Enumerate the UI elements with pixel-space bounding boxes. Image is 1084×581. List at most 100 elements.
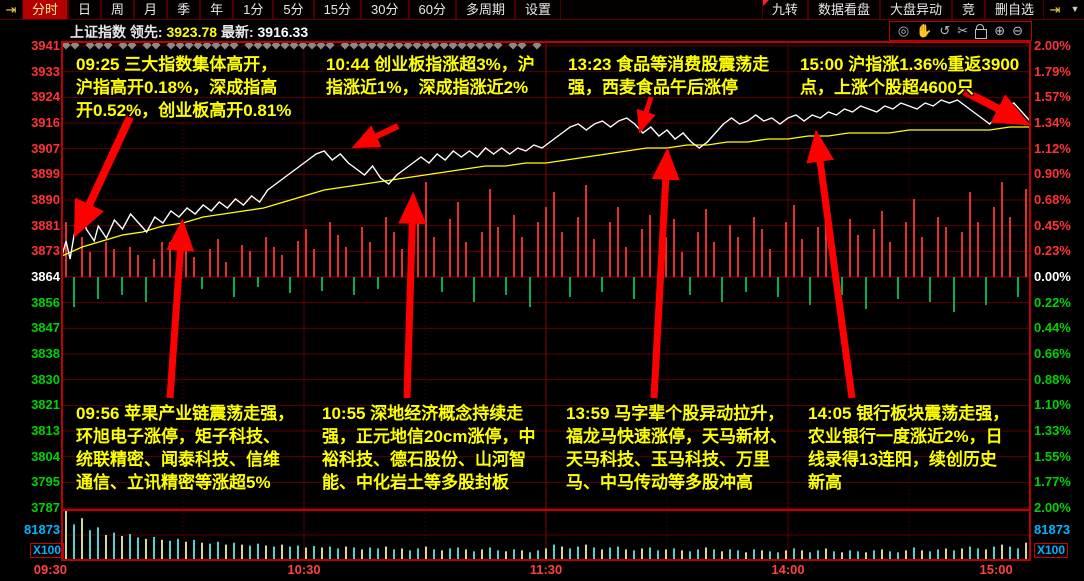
price-tick-label: 3941 [31,38,60,53]
percent-tick-label: 2.00% [1034,500,1071,515]
price-tick-label: 3899 [31,166,60,182]
period-tab-9[interactable]: 30分 [361,0,409,19]
period-tab-4[interactable]: 季 [167,0,201,19]
percent-tick-label: 1.79% [1034,63,1071,79]
annotation-line: 统联精密、闻泰科技、信维 [76,450,280,469]
period-tab-10[interactable]: 60分 [408,0,456,19]
zoom-in-icon[interactable]: ⊕ [994,23,1006,38]
quote-bar: 上证指数 领先: 3923.78 最新: 3916.33 ◎ ✋ ↺ ✂ ⊕ ⊖ [0,20,1084,42]
period-tab-12[interactable]: 设置 [514,0,561,19]
event-annotation: 14:05 银行板块震荡走强， 农业银行一度涨近2%，日 线录得13连阳，续创历史新… [808,402,1009,494]
period-tab-6[interactable]: 1分 [233,0,274,19]
event-annotation: 10:44 创业板指涨超3%，沪 指涨近1%，深成指涨近2% [326,53,535,99]
volume-axis-max-left: 81873 [24,522,61,537]
period-tab-0[interactable]: 分时 [22,0,69,19]
dropdown-arrow-icon[interactable]: ▼ [1070,4,1080,14]
annotation-arrows [73,85,1031,399]
zoom-out-icon[interactable]: ⊖ [1012,23,1023,38]
annotation-line: 强，西麦食品午后涨停 [568,78,738,97]
price-tick-label: 3873 [31,243,60,259]
event-annotation: 09:56 苹果产业链震荡走强， 环旭电子涨停，矩子科技、 统联精密、闻泰科技、信维… [76,402,294,494]
percent-tick-label: 1.57% [1034,89,1071,105]
volume-axis-max-right: 81873 [1034,522,1071,537]
feature-tab-3[interactable]: 竞 [951,0,985,19]
annotation-line: 13:23 食品等消费股震荡走 [568,55,770,74]
lock-icon[interactable] [975,23,988,39]
price-tick-label: 3856 [31,294,60,310]
price-tick-label: 3907 [31,140,60,156]
percent-tick-label: 1.55% [1034,448,1071,464]
annotation-line: 环旭电子涨停，矩子科技、 [76,427,280,446]
annotation-line: 14:05 银行板块震荡走强， [808,404,1010,423]
annotation-line: 强，正元地信20cm涨停，中 [322,427,536,446]
period-tab-7[interactable]: 5分 [273,0,314,19]
feature-tabs: 九转 数据看盘 大盘异动竞删自选 [761,0,1044,19]
annotation-line: 09:56 苹果产业链震荡走强， [76,404,295,423]
percent-tick-label: 2.00% [1034,38,1071,53]
price-tick-label: 3787 [31,500,60,515]
period-tab-1[interactable]: 日 [68,0,102,19]
annotation-line: 09:25 三大指数集体高开， [76,55,278,74]
period-tab-5[interactable]: 年 [200,0,234,19]
price-tick-label: 3821 [31,397,60,413]
annotation-line: 通信、立讯精密等涨超5% [76,473,271,492]
event-annotation: 09:25 三大指数集体高开， 沪指高开0.18%，深成指高 开0.52%，创业板高… [76,53,291,122]
percent-tick-label: 0.22% [1034,294,1071,310]
undo-icon[interactable]: ↺ [939,23,951,38]
time-tick-label: 09:30 [33,562,67,577]
percent-tick-label: 1.12% [1034,140,1071,156]
updown-bars [65,182,1027,312]
annotation-line: 10:44 创业板指涨超3%，沪 [326,55,535,74]
feature-tab-1[interactable]: 数据看盘 [807,0,880,19]
annotation-line: 天马科技、玉马科技、万里 [566,450,770,469]
eye-icon[interactable]: ◎ [897,23,910,38]
event-annotation: 13:23 食品等消费股震荡走 强，西麦食品午后涨停 [568,53,769,99]
period-tab-2[interactable]: 周 [101,0,135,19]
jump-end-icon[interactable]: ⇥ [1049,2,1061,17]
last-label: 最新: [220,24,254,40]
time-tick-label: 14:00 [771,562,805,577]
jump-start-icon[interactable]: ⇥ [5,2,17,17]
annotation-line: 能、中化岩土等多股封板 [322,473,509,492]
percent-tick-label: 0.45% [1034,217,1071,233]
annotation-line: 裕科技、德石股份、山河智 [322,450,526,469]
hand-icon[interactable]: ✋ [916,23,933,38]
annotation-line: 15:00 沪指涨1.36%重返3900 [800,55,1020,74]
feature-tab-4[interactable]: 删自选 [984,0,1044,19]
feature-tab-0[interactable]: 九转 [761,0,808,19]
percent-tick-label: 0.66% [1034,346,1071,361]
annotation-line: 农业银行一度涨近2%，日 [808,427,1003,446]
period-tab-8[interactable]: 15分 [313,0,362,19]
time-tick-label: 10:30 [287,562,321,577]
event-annotation: 10:55 深地经济概念持续走 强，正元地信20cm涨停，中 裕科技、德石股份、山河… [322,402,535,494]
percent-tick-label: 1.10% [1034,397,1071,413]
percent-tick-label: 0.00% [1034,269,1071,284]
price-tick-label: 3813 [31,423,60,438]
period-tab-11[interactable]: 多周期 [455,0,515,19]
corner-badge [762,0,769,6]
quote-text: 上证指数 领先: 3923.78 最新: 3916.33 [70,22,308,42]
percent-tick-label: 0.68% [1034,192,1071,207]
average-line [61,126,1030,257]
index-name: 上证指数 [70,24,126,40]
annotation-line: 开0.52%，创业板高开0.81% [76,101,292,120]
period-tab-3[interactable]: 月 [134,0,168,19]
chart-frame [61,41,1031,561]
scissors-icon[interactable]: ✂ [957,23,969,38]
volume-unit-right: X100 [1034,543,1069,558]
price-tick-label: 3847 [31,320,60,336]
time-tick-label: 11:30 [529,562,563,577]
price-line [61,99,1031,260]
price-tick-label: 3933 [31,63,60,79]
annotation-line: 沪指高开0.18%，深成指高 [76,78,278,97]
percent-tick-label: 1.33% [1034,423,1071,438]
price-tick-label: 3864 [31,269,60,284]
feature-tab-2[interactable]: 大盘异动 [879,0,952,19]
event-annotation: 15:00 沪指涨1.36%重返3900 点，上涨个股超4600只 [800,53,1019,99]
price-tick-label: 3804 [31,448,60,464]
price-tick-label: 3890 [31,192,60,207]
annotation-line: 福龙马快速涨停，天马新材、 [566,427,787,446]
percent-tick-label: 1.34% [1034,115,1071,130]
